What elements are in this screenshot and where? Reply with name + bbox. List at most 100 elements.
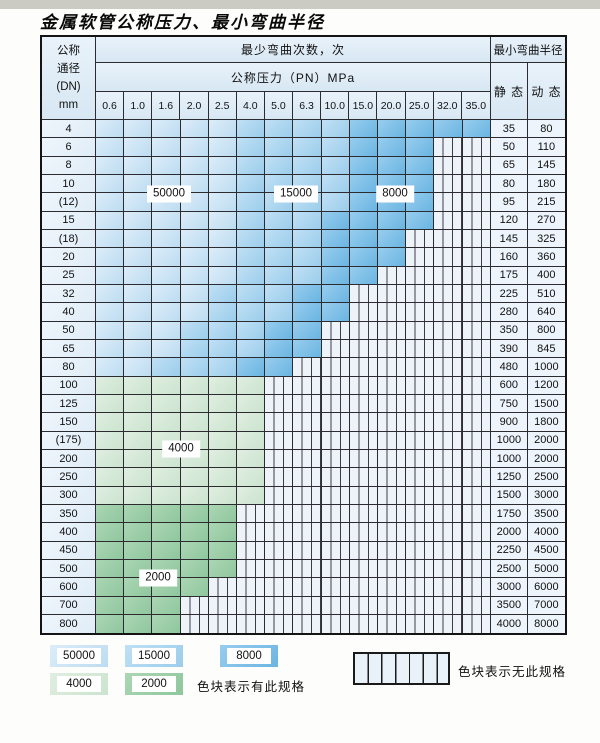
- no-spec-cell: [293, 523, 322, 542]
- bend-cycles-zone-cell-50000: [96, 229, 125, 249]
- static-radius-cell: 3000: [490, 578, 528, 597]
- no-spec-cell: [434, 376, 463, 395]
- legend-swatch-label: 50000: [57, 648, 101, 664]
- bend-cycles-zone-cell-8000: [265, 358, 294, 377]
- bend-cycles-zone-cell-8000: [406, 120, 435, 139]
- no-spec-cell: [462, 156, 491, 175]
- dn-value-cell: 6: [42, 138, 96, 157]
- cycles-header-group: 最少弯曲次数，次 公称压力（PN）MPa 0.6 1.0 1.6 2.0 2.5 4.0 5…: [96, 37, 491, 120]
- no-spec-cell: [406, 614, 435, 634]
- bend-cycles-zone-cell-8000: [349, 211, 379, 230]
- static-radius-cell: 1000: [490, 449, 528, 469]
- bend-cycles-zone-cell-4000: [237, 413, 266, 432]
- table-row: 10 80 180: [42, 174, 565, 194]
- bend-cycles-zone-cell-2000: [124, 614, 153, 634]
- static-radius-cell: 80: [490, 174, 528, 194]
- dn-value-cell: 700: [42, 596, 96, 615]
- bend-cycles-zone-cell-15000: [293, 211, 322, 230]
- no-spec-cell: [406, 578, 435, 597]
- dn-value-cell: 600: [42, 578, 96, 597]
- no-spec-cell: [293, 504, 322, 524]
- no-spec-cell: [434, 266, 463, 285]
- no-spec-cell: [434, 541, 463, 560]
- no-spec-cell: [406, 394, 435, 414]
- bend-cycles-zone-cell-2000: [180, 541, 209, 560]
- table-row: 4 35 80: [42, 120, 565, 139]
- bend-cycles-zone-cell-4000: [208, 468, 238, 487]
- dynamic-radius-cell: 640: [527, 303, 565, 322]
- no-spec-cell: [349, 431, 379, 450]
- no-spec-cell: [462, 559, 491, 579]
- dn-value-cell: 125: [42, 394, 96, 414]
- bend-cycles-zone-cell-50000: [96, 248, 125, 267]
- bend-cycles-zone-cell-4000: [96, 394, 125, 414]
- bend-cycles-zone-cell-8000: [293, 321, 322, 340]
- dn-header-line: 公称: [57, 45, 80, 57]
- no-spec-cell: [265, 596, 294, 615]
- no-spec-cell: [237, 614, 266, 634]
- bend-cycles-zone-cell-15000: [237, 156, 266, 175]
- static-radius-cell: 2000: [490, 523, 528, 542]
- no-spec-cell: [378, 376, 407, 395]
- bend-cycles-zone-cell-15000: [321, 120, 350, 139]
- dn-value-cell: 150: [42, 413, 96, 432]
- static-radius-cell: 175: [490, 266, 528, 285]
- no-spec-cell: [462, 578, 491, 597]
- table-row: (175) 1000 2000: [42, 431, 565, 450]
- no-spec-cell: [434, 596, 463, 615]
- bend-cycles-zone-cell-15000: [237, 138, 266, 157]
- no-spec-cell: [434, 449, 463, 469]
- dynamic-radius-cell: 2000: [527, 449, 565, 469]
- dn-header-line: mm: [58, 99, 79, 111]
- no-spec-cell: [293, 431, 322, 450]
- legend-swatch-label: 4000: [57, 676, 101, 692]
- static-radius-cell: 480: [490, 358, 528, 377]
- bend-cycles-zone-cell-2000: [96, 523, 125, 542]
- bend-cycles-zone-cell-4000: [208, 449, 238, 469]
- bend-cycles-zone-cell-50000: [152, 321, 181, 340]
- dynamic-radius-cell: 3500: [527, 504, 565, 524]
- no-spec-cell: [321, 358, 350, 377]
- bend-cycles-zone-cell-50000: [208, 229, 238, 249]
- static-radius-cell: 280: [490, 303, 528, 322]
- no-spec-cell: [293, 413, 322, 432]
- bend-cycles-zone-cell-8000: [406, 138, 435, 157]
- bend-cycles-zone-cell-8000: [349, 156, 379, 175]
- no-spec-cell: [378, 614, 407, 634]
- no-spec-cell: [406, 596, 435, 615]
- pressure-column-header: 20.0: [377, 92, 406, 120]
- dynamic-radius-cell: 2500: [527, 468, 565, 487]
- no-spec-cell: [378, 468, 407, 487]
- no-spec-cell: [321, 523, 350, 542]
- dn-value-cell: 200: [42, 449, 96, 469]
- no-spec-cell: [462, 431, 491, 450]
- bend-cycles-zone-cell-4000: [96, 413, 125, 432]
- no-spec-cell: [378, 541, 407, 560]
- bend-cycles-zone-cell-4000: [152, 394, 181, 414]
- table-row: 600 3000 6000: [42, 578, 565, 597]
- dn-value-cell: (175): [42, 431, 96, 450]
- static-radius-cell: 1250: [490, 468, 528, 487]
- bend-cycles-zone-cell-50000: [124, 358, 153, 377]
- dn-header-cell: 公称 通径 (DN) mm: [42, 37, 96, 120]
- no-spec-cell: [237, 559, 266, 579]
- pressure-values-row: 0.6 1.0 1.6 2.0 2.5 4.0 5.0 6.3 10.0 15.0 20.0 25.0…: [96, 92, 490, 120]
- zone-value-label: 8000: [376, 185, 414, 203]
- bend-cycles-zone-cell-50000: [152, 284, 181, 304]
- bend-cycles-zone-cell-50000: [96, 358, 125, 377]
- dn-value-cell: 300: [42, 486, 96, 505]
- nominal-pressure-header: 公称压力（PN）MPa: [96, 63, 490, 92]
- dynamic-radius-cell: 4000: [527, 523, 565, 542]
- dynamic-radius-cell: 1800: [527, 413, 565, 432]
- static-header: 静 态: [491, 63, 528, 120]
- bend-cycles-zone-cell-8000: [349, 248, 379, 267]
- no-spec-cell: [462, 321, 491, 340]
- bend-cycles-zone-cell-15000: [180, 358, 209, 377]
- pressure-column-header: 35.0: [461, 92, 490, 120]
- no-spec-cell: [208, 596, 238, 615]
- no-spec-cell: [293, 358, 322, 377]
- bend-cycles-zone-cell-2000: [152, 614, 181, 634]
- dn-value-cell: 450: [42, 541, 96, 560]
- bend-cycles-zone-cell-50000: [152, 211, 181, 230]
